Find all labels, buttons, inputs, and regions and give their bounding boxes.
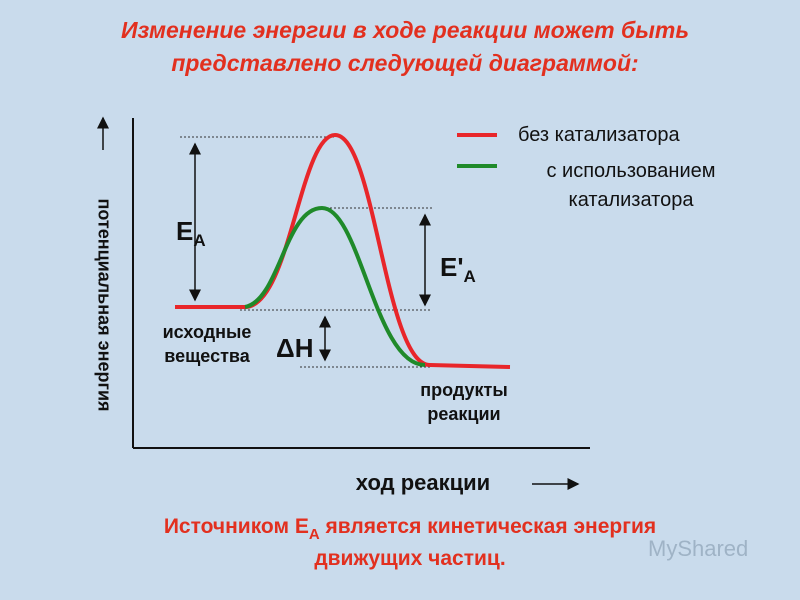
footer-line: Источником EA является кинетическая энер… — [164, 515, 656, 543]
dh-label: ΔH — [276, 333, 313, 363]
products-label: реакции — [427, 404, 500, 424]
watermark: MyShared — [648, 536, 748, 561]
legend-label: катализатора — [569, 189, 695, 211]
curve-catalyzed — [244, 205, 426, 367]
y-axis-label: потенциальная энергия — [94, 198, 114, 411]
title-line: Изменение энергии в ходе реакции может б… — [121, 17, 689, 43]
legend-label: с использованием — [546, 160, 715, 182]
ea-cat-label: E'A — [440, 252, 476, 286]
reactants-label: исходные — [163, 322, 252, 342]
title-line: представлено следующей диаграммой: — [171, 50, 638, 76]
legend-label: без катализатора — [518, 124, 680, 146]
products-label: продукты — [420, 380, 507, 400]
footer-line: движущих частиц. — [314, 547, 505, 570]
reactants-label: вещества — [164, 346, 250, 366]
x-axis-label: ход реакции — [356, 470, 490, 495]
ea-label: EA — [176, 216, 206, 250]
